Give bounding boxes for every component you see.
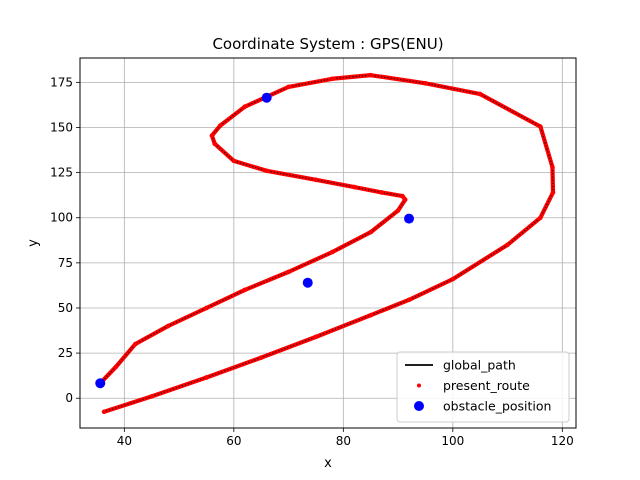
- legend-label: global_path: [443, 358, 516, 373]
- y-tick-label: 50: [58, 301, 73, 315]
- grid: [80, 58, 576, 428]
- legend-swatch-point: [417, 383, 421, 388]
- y-tick-label: 150: [50, 120, 73, 134]
- y-tick-label: 0: [65, 391, 73, 405]
- y-tick-label: 25: [58, 346, 73, 360]
- x-axis-label: x: [324, 456, 332, 471]
- y-tick-label: 75: [58, 256, 73, 270]
- legend: global_path present_route obstacle_positio…: [396, 351, 570, 423]
- y-tick-label: 175: [50, 75, 73, 89]
- obstacle-marker: [302, 277, 313, 288]
- legend-box: [396, 351, 570, 423]
- legend-swatch-marker: [414, 401, 424, 411]
- x-tick-label: 80: [336, 434, 351, 448]
- ticks: 40 60 80 100 120 0 25 50 75 100 125 150 175: [50, 75, 574, 448]
- obstacle-marker: [95, 378, 106, 389]
- plot-data: [95, 72, 556, 415]
- legend-label: present_route: [443, 378, 530, 393]
- x-tick-label: 120: [551, 434, 574, 448]
- plot-frame: [79, 57, 577, 429]
- legend-label: obstacle_position: [443, 399, 551, 414]
- y-tick-label: 125: [50, 166, 73, 180]
- present-route-dots: [99, 73, 555, 413]
- x-tick-label: 100: [441, 434, 464, 448]
- x-tick-label: 40: [117, 434, 132, 448]
- chart-title: Coordinate System : GPS(ENU): [212, 35, 443, 53]
- y-axis-label: y: [26, 239, 41, 247]
- x-tick-label: 60: [226, 434, 241, 448]
- obstacle-marker: [404, 213, 415, 224]
- obstacle-marker: [261, 92, 272, 103]
- y-tick-label: 100: [50, 211, 73, 225]
